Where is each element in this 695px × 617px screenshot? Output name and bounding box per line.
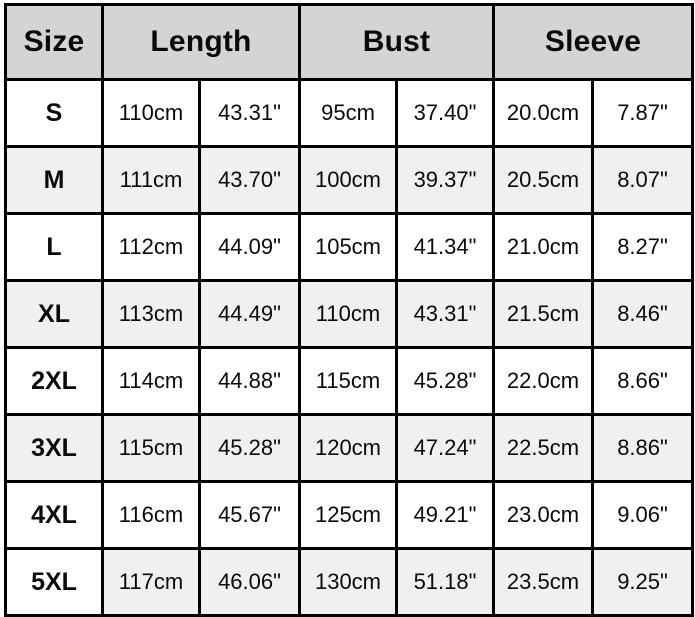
measurement-cell: 120cm	[298, 413, 398, 483]
measurement-cell: 20.0cm	[492, 78, 594, 148]
table-row: 4XL 116cm 45.67" 125cm 49.21" 23.0cm 9.06"	[4, 480, 695, 550]
measurement-cell: 44.88"	[198, 346, 301, 416]
table-row: M 111cm 43.70" 100cm 39.37" 20.5cm 8.07"	[4, 145, 695, 215]
size-cell: M	[4, 145, 104, 215]
measurement-cell: 37.40"	[395, 78, 495, 148]
measurement-cell: 41.34"	[395, 212, 495, 282]
size-cell: S	[4, 78, 104, 148]
measurement-cell: 112cm	[101, 212, 201, 282]
measurement-cell: 115cm	[101, 413, 201, 483]
measurement-cell: 7.87"	[590, 78, 695, 148]
table-row: XL 113cm 44.49" 110cm 43.31" 21.5cm 8.46"	[4, 279, 695, 349]
table-body: S 110cm 43.31" 95cm 37.40" 20.0cm 7.87" M 111cm 4…	[4, 78, 695, 617]
measurement-cell: 113cm	[101, 279, 201, 349]
column-header-length: Length	[101, 3, 301, 81]
measurement-cell: 114cm	[101, 346, 201, 416]
measurement-cell: 45.28"	[198, 413, 301, 483]
size-cell: XL	[4, 279, 104, 349]
measurement-cell: 8.07"	[590, 145, 695, 215]
measurement-cell: 95cm	[298, 78, 398, 148]
measurement-cell: 110cm	[298, 279, 398, 349]
size-chart-table: Size Length Bust Sleeve S 110cm 43.31" 95cm 37.…	[4, 3, 695, 617]
measurement-cell: 51.18"	[395, 547, 495, 617]
measurement-cell: 44.09"	[198, 212, 301, 282]
table-row: L 112cm 44.09" 105cm 41.34" 21.0cm 8.27"	[4, 212, 695, 282]
measurement-cell: 115cm	[298, 346, 398, 416]
size-cell: 3XL	[4, 413, 104, 483]
measurement-cell: 21.5cm	[492, 279, 594, 349]
measurement-cell: 105cm	[298, 212, 398, 282]
measurement-cell: 49.21"	[395, 480, 495, 550]
size-chart-container: Size Length Bust Sleeve S 110cm 43.31" 95cm 37.…	[4, 3, 695, 617]
column-header-size: Size	[4, 3, 104, 81]
measurement-cell: 23.5cm	[492, 547, 594, 617]
size-cell: 4XL	[4, 480, 104, 550]
column-header-sleeve: Sleeve	[491, 3, 695, 81]
measurement-cell: 125cm	[298, 480, 398, 550]
measurement-cell: 45.67"	[198, 480, 301, 550]
header-row: Size Length Bust Sleeve	[4, 3, 695, 81]
measurement-cell: 110cm	[101, 78, 201, 148]
measurement-cell: 47.24"	[395, 413, 495, 483]
table-header: Size Length Bust Sleeve	[4, 3, 695, 81]
measurement-cell: 8.46"	[590, 279, 695, 349]
table-row: 2XL 114cm 44.88" 115cm 45.28" 22.0cm 8.66"	[4, 346, 695, 416]
measurement-cell: 117cm	[101, 547, 201, 617]
table-row: 5XL 117cm 46.06" 130cm 51.18" 23.5cm 9.25"	[4, 547, 695, 617]
size-cell: 5XL	[4, 547, 104, 617]
measurement-cell: 8.86"	[590, 413, 695, 483]
measurement-cell: 8.27"	[590, 212, 695, 282]
measurement-cell: 130cm	[298, 547, 398, 617]
table-row: 3XL 115cm 45.28" 120cm 47.24" 22.5cm 8.86"	[4, 413, 695, 483]
measurement-cell: 100cm	[298, 145, 398, 215]
measurement-cell: 22.5cm	[492, 413, 594, 483]
measurement-cell: 23.0cm	[492, 480, 594, 550]
measurement-cell: 116cm	[101, 480, 201, 550]
measurement-cell: 46.06"	[198, 547, 301, 617]
size-cell: 2XL	[4, 346, 104, 416]
measurement-cell: 22.0cm	[492, 346, 594, 416]
measurement-cell: 45.28"	[395, 346, 495, 416]
measurement-cell: 43.31"	[198, 78, 301, 148]
measurement-cell: 21.0cm	[492, 212, 594, 282]
measurement-cell: 44.49"	[198, 279, 301, 349]
measurement-cell: 39.37"	[395, 145, 495, 215]
measurement-cell: 9.25"	[590, 547, 695, 617]
measurement-cell: 20.5cm	[492, 145, 594, 215]
size-cell: L	[4, 212, 104, 282]
table-row: S 110cm 43.31" 95cm 37.40" 20.0cm 7.87"	[4, 78, 695, 148]
measurement-cell: 9.06"	[590, 480, 695, 550]
column-header-bust: Bust	[298, 3, 495, 81]
measurement-cell: 8.66"	[590, 346, 695, 416]
measurement-cell: 43.31"	[395, 279, 495, 349]
measurement-cell: 43.70"	[198, 145, 301, 215]
measurement-cell: 111cm	[101, 145, 201, 215]
